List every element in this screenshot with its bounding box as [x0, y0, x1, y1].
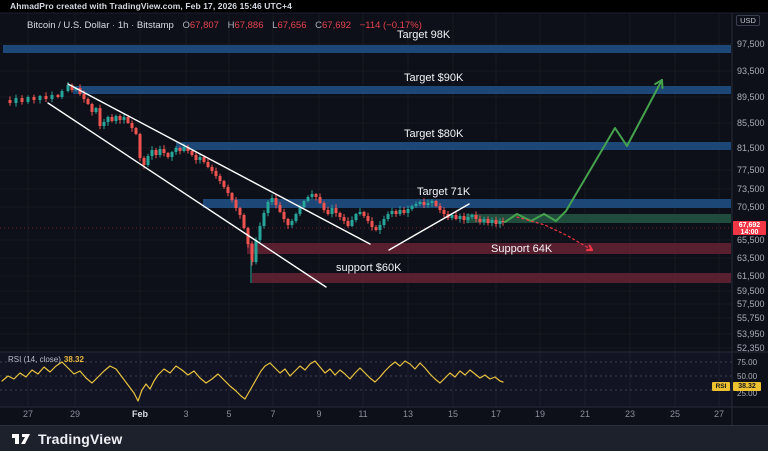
- rsi-tick: 75.00: [737, 358, 758, 367]
- symbol-exchange[interactable]: Bitstamp: [136, 20, 174, 31]
- price-tick: 52,350: [737, 343, 765, 353]
- ohlc-open-key: O: [182, 20, 190, 31]
- band-label[interactable]: Target $90K: [404, 72, 464, 84]
- symbol-name[interactable]: Bitcoin / U.S. Dollar: [27, 20, 110, 31]
- time-tick: Feb: [131, 409, 148, 419]
- rsi-indicator-label[interactable]: RSI (14, close) 38.32: [8, 355, 84, 364]
- ohlc-low-key: L: [272, 20, 278, 31]
- last-price-tag: 67,692 14:00: [733, 221, 766, 236]
- attribution-text: AhmadPro created with TradingView.com, F…: [10, 1, 292, 11]
- time-tick: 19: [534, 409, 545, 419]
- price-tick: 81,500: [737, 143, 765, 153]
- band-label[interactable]: Target 71K: [417, 186, 471, 198]
- tradingview-logo-icon[interactable]: [12, 431, 31, 447]
- time-tick: 7: [270, 409, 276, 419]
- price-tick: 97,500: [737, 39, 765, 49]
- band-label[interactable]: Support 64K: [491, 243, 553, 255]
- price-tick: 77,500: [737, 165, 765, 175]
- tradingview-logo-text[interactable]: TradingView: [38, 430, 123, 447]
- rsi-axis-chip: RSI: [712, 382, 730, 391]
- band-label[interactable]: Target 98K: [397, 29, 451, 41]
- time-tick: 27: [713, 409, 724, 419]
- time-tick: 23: [624, 409, 635, 419]
- price-tick: 73,500: [737, 184, 765, 194]
- ohlc-low-value: 67,656: [277, 20, 307, 31]
- time-tick: 5: [226, 409, 232, 419]
- ohlc-high-key: H: [227, 20, 235, 31]
- price-tick: 63,500: [737, 253, 765, 263]
- symbol-interval[interactable]: 1h: [117, 20, 129, 31]
- time-tick: 11: [358, 409, 368, 419]
- time-tick: 15: [447, 409, 458, 419]
- ohlc-close-key: C: [315, 20, 323, 31]
- time-tick: 3: [183, 409, 189, 419]
- band-label[interactable]: Target $80K: [404, 128, 464, 140]
- ohlc-high-value: 67,886: [234, 20, 264, 31]
- time-tick: 25: [669, 409, 680, 419]
- price-tick: 89,500: [737, 92, 765, 102]
- rsi-current-value: 38.32: [63, 355, 84, 364]
- price-tick: 55,750: [737, 313, 765, 323]
- symbol-change: −114 (−0.17%): [359, 20, 422, 31]
- last-price-value: 67,692: [738, 222, 761, 229]
- price-tick: 57,500: [737, 299, 765, 309]
- band-label[interactable]: support $60K: [336, 262, 402, 274]
- price-tick: 70,500: [737, 202, 765, 212]
- price-tick: 93,500: [737, 66, 765, 76]
- time-tick: 21: [579, 409, 590, 419]
- rsi-axis-value-tag: 38.32: [733, 382, 761, 391]
- rsi-tick: 50.00: [737, 372, 758, 381]
- footer-toolbar: TradingView: [0, 425, 768, 451]
- time-tick: 17: [490, 409, 501, 419]
- time-tick: 29: [69, 409, 80, 419]
- time-tick: 13: [402, 409, 413, 419]
- price-tick: 59,500: [737, 286, 765, 296]
- symbol-bar[interactable]: Bitcoin / U.S. Dollar · 1h · Bitstamp O6…: [27, 20, 422, 31]
- time-tick: 27: [22, 409, 33, 419]
- price-tick: 65,500: [737, 235, 765, 245]
- ohlc-open-value: 67,807: [189, 20, 219, 31]
- ohlc-close-value: 67,692: [322, 20, 352, 31]
- last-price-time: 14:00: [740, 229, 759, 236]
- currency-badge[interactable]: USD: [736, 15, 760, 26]
- price-tick: 85,500: [737, 118, 765, 128]
- price-tick: 61,500: [737, 271, 765, 281]
- attribution-bar: AhmadPro created with TradingView.com, F…: [0, 0, 768, 13]
- time-tick: 9: [316, 409, 322, 419]
- rsi-tick: 25.00: [737, 389, 758, 398]
- price-tick: 53,950: [737, 329, 765, 339]
